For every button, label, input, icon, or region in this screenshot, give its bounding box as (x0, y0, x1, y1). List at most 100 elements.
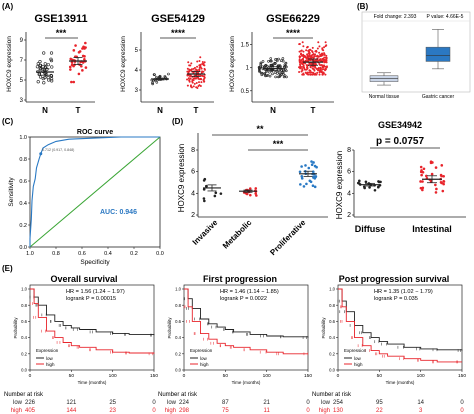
data-point (301, 60, 304, 63)
data-point (298, 58, 301, 61)
data-point (195, 68, 198, 71)
data-point (364, 180, 368, 184)
data-point (190, 62, 193, 65)
at-risk-value: 75 (222, 408, 229, 414)
at-risk-label: Number at risk (312, 392, 352, 398)
data-point (258, 66, 261, 69)
data-point (316, 47, 319, 50)
data-point (312, 56, 315, 59)
data-point (300, 70, 303, 73)
data-point (259, 63, 263, 66)
data-point (319, 53, 322, 56)
at-risk-value: 25 (109, 400, 116, 406)
at-risk-name: low (321, 400, 331, 406)
plot-frame (29, 136, 161, 248)
data-point (188, 79, 191, 82)
data-point (310, 163, 314, 166)
y-axis-label: Probability (13, 317, 18, 339)
panel-label-d: (D) (172, 117, 183, 126)
data-point (186, 70, 189, 73)
chart-title: Overall survival (50, 274, 117, 284)
data-point (201, 74, 204, 77)
data-point (77, 50, 81, 54)
data-point (302, 45, 305, 48)
data-point (80, 64, 83, 68)
data-point (37, 72, 41, 76)
x-tick-label: T (311, 106, 316, 115)
at-risk-value: 130 (333, 408, 344, 414)
data-point (442, 180, 446, 183)
data-point (261, 60, 265, 63)
data-point (315, 67, 318, 70)
at-risk-value: 11 (264, 408, 271, 414)
data-point (298, 71, 301, 74)
data-point (74, 44, 77, 47)
data-point (268, 74, 272, 78)
y-tick-label: 0.6 (329, 319, 335, 324)
significance-label: *** (56, 28, 67, 38)
x-tick-label: Intestinal (412, 224, 452, 234)
data-point (321, 57, 324, 60)
y-tick-label: 4 (191, 190, 195, 197)
panel-e3: Post progression survival HR = 1.35 (1.0… (312, 274, 466, 414)
data-point (285, 75, 288, 79)
data-point (195, 82, 198, 85)
data-point (72, 80, 76, 84)
y-tick-label: 4 (135, 68, 139, 74)
data-point (45, 67, 49, 71)
panel-b: Fold change: 2.393 P value: 4.66E-5 Norm… (361, 11, 471, 100)
data-point (72, 49, 76, 52)
data-point (198, 84, 201, 87)
data-point (304, 55, 307, 58)
data-point (200, 71, 203, 74)
data-point (313, 185, 317, 189)
data-point (84, 66, 88, 69)
y-tick-label: 0.4 (19, 201, 27, 207)
y-axis-label: HOXC9 expression (120, 36, 127, 92)
data-point (298, 50, 301, 53)
data-point (356, 181, 360, 185)
legend-label-low: low (46, 356, 54, 361)
legend-label-low: low (354, 356, 362, 361)
data-point (308, 71, 311, 74)
data-point (315, 165, 318, 169)
data-point (271, 72, 274, 76)
x-tick-label: 50 (223, 373, 229, 379)
x-tick-label: 1.0 (26, 251, 34, 257)
data-point (323, 46, 326, 49)
y-ticks: 3 5 7 9 (20, 38, 26, 104)
x-axis-label: Time (months) (386, 380, 415, 385)
data-point (202, 197, 206, 200)
x-tick-label: 0.2 (130, 251, 138, 257)
significance-label: **** (171, 28, 186, 38)
data-point (264, 74, 267, 78)
x-tick-label: 150 (458, 373, 466, 379)
data-point (315, 73, 318, 76)
y-tick-label: 6 (347, 169, 351, 176)
data-point (284, 69, 288, 73)
y-tick-label: 5 (20, 78, 24, 84)
at-risk-value: 405 (25, 408, 36, 414)
data-point (301, 67, 304, 70)
data-point (191, 80, 194, 83)
at-risk-name: low (167, 400, 177, 406)
data-point (302, 65, 305, 68)
data-point (273, 61, 276, 65)
data-point (268, 70, 271, 74)
data-point (203, 61, 206, 64)
data-point (321, 47, 324, 50)
y-tick-label: 8 (191, 147, 195, 154)
y-tick-label: 5 (135, 48, 139, 54)
data-point (197, 74, 200, 77)
at-risk-label: Number at risk (158, 392, 198, 398)
data-point (187, 61, 190, 64)
data-point (254, 187, 258, 190)
chart-title: First progression (203, 274, 277, 284)
data-point (270, 59, 273, 63)
logrank-label: logrank P = 0.0022 (220, 296, 267, 302)
hr-label: HR = 1.56 (1.24 − 1.97) (66, 289, 125, 295)
data-point (300, 52, 303, 55)
y-tick-label: 1.0 (175, 287, 181, 292)
data-point (312, 161, 315, 164)
